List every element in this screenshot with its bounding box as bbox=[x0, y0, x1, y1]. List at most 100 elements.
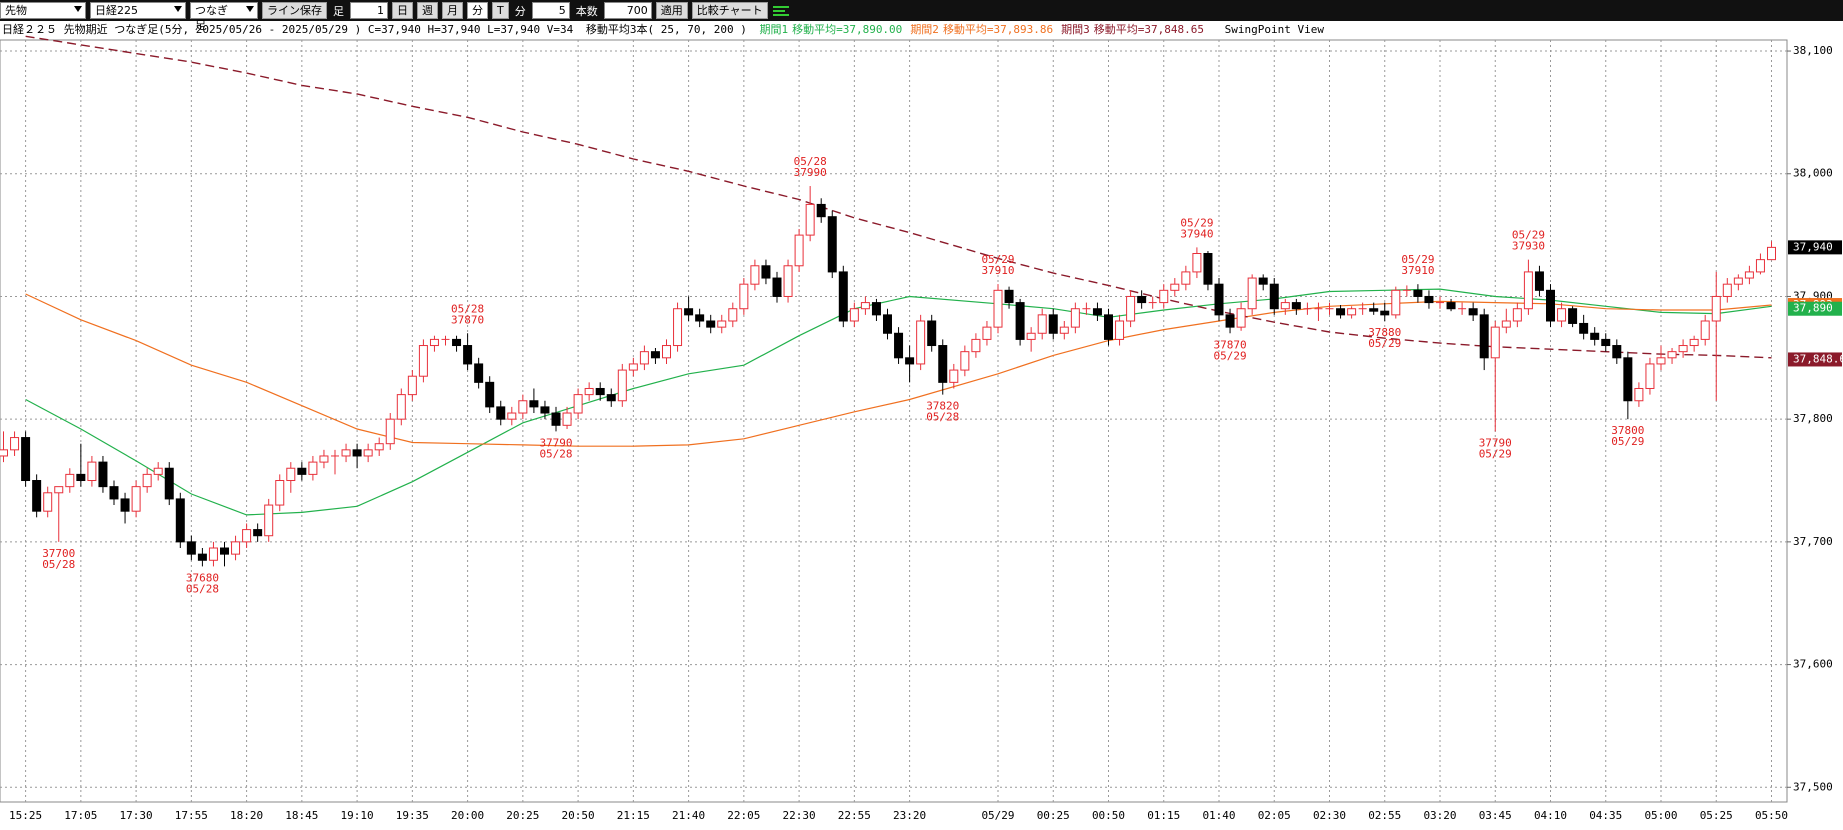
x-tick-label: 19:10 bbox=[341, 809, 374, 822]
candle-body bbox=[297, 467, 307, 475]
apply-button[interactable]: 適用 bbox=[655, 2, 688, 19]
x-tick-label: 05:00 bbox=[1644, 809, 1677, 822]
legend-name: 期間2 bbox=[910, 23, 939, 36]
chart-icon[interactable] bbox=[772, 4, 790, 18]
candle-body bbox=[684, 308, 694, 316]
candle-body bbox=[551, 412, 561, 426]
period-button[interactable]: T bbox=[492, 2, 509, 19]
period-button[interactable]: 分 bbox=[467, 2, 488, 19]
candle-body bbox=[164, 467, 174, 500]
legend: 期間1 移動平均=37,890.00 期間2 移動平均=37,893.86 期間3 移動平… bbox=[759, 23, 1212, 36]
swing-label: 05/29 bbox=[1213, 349, 1246, 362]
candle-body bbox=[1336, 308, 1346, 316]
candle-body bbox=[363, 449, 373, 457]
swing-label: 05/28 bbox=[451, 302, 484, 315]
swing-label: 05/29 bbox=[1512, 229, 1545, 242]
candle-body bbox=[1446, 302, 1456, 310]
save-button[interactable]: ライン保存 bbox=[262, 2, 327, 19]
x-tick-label: 01:15 bbox=[1147, 809, 1180, 822]
x-tick-label: 22:05 bbox=[727, 809, 760, 822]
x-tick-label: 17:55 bbox=[175, 809, 208, 822]
period-button[interactable]: 週 bbox=[417, 2, 438, 19]
swing-label: 05/28 bbox=[539, 447, 572, 460]
candle-body bbox=[429, 338, 439, 347]
candle-body bbox=[1623, 357, 1633, 402]
legend-value: 移動平均=37,848.65 bbox=[1093, 23, 1205, 36]
swing-label: 05/29 bbox=[1611, 435, 1644, 448]
legend-extra: SwingPoint View bbox=[1224, 23, 1324, 36]
swing-label: 37930 bbox=[1512, 240, 1545, 253]
candle-body bbox=[1236, 308, 1246, 328]
candle-body bbox=[109, 486, 119, 500]
candle-body bbox=[208, 547, 218, 561]
candle-body bbox=[54, 486, 64, 494]
candle-body bbox=[816, 203, 826, 218]
candle-body bbox=[982, 326, 992, 340]
candle-body bbox=[1512, 308, 1522, 322]
candle-body bbox=[1126, 295, 1136, 322]
legend-value: 移動平均=37,893.86 bbox=[942, 23, 1054, 36]
candle-body bbox=[938, 345, 948, 383]
x-tick-label: 17:30 bbox=[120, 809, 153, 822]
candle-body bbox=[120, 498, 130, 512]
price-tag-label: 37,890 bbox=[1793, 302, 1833, 315]
x-tick-label: 20:00 bbox=[451, 809, 484, 822]
candle-body bbox=[1247, 277, 1257, 310]
candle-body bbox=[1026, 332, 1036, 340]
candle-body bbox=[1557, 308, 1567, 322]
candle-body bbox=[1291, 302, 1301, 310]
swing-label: 05/29 bbox=[1368, 337, 1401, 350]
market-select[interactable]: 先物 bbox=[0, 2, 86, 19]
candle-body bbox=[1015, 302, 1025, 340]
candle-body bbox=[1203, 253, 1213, 285]
unit-input[interactable]: 5 bbox=[531, 2, 570, 19]
x-tick-label: 03:45 bbox=[1479, 809, 1512, 822]
x-tick-label: 18:45 bbox=[285, 809, 318, 822]
y-tick-label: 37,600 bbox=[1793, 658, 1833, 671]
candle-body bbox=[1722, 283, 1732, 297]
ashi-input[interactable]: 1 bbox=[350, 2, 388, 19]
legend-value: 移動平均=37,890.00 bbox=[792, 23, 903, 36]
swing-label: 05/29 bbox=[981, 253, 1014, 266]
candle-body bbox=[396, 394, 406, 420]
candle-body bbox=[153, 467, 163, 475]
swing-label: 37870 bbox=[451, 313, 484, 326]
candle-body bbox=[308, 461, 318, 475]
swing-label: 05/29 bbox=[1401, 253, 1434, 266]
candle-body bbox=[827, 216, 837, 273]
candle-body bbox=[695, 314, 705, 322]
period-button[interactable]: 月 bbox=[442, 2, 463, 19]
swing-label: 37790 bbox=[1479, 436, 1512, 449]
candle-body bbox=[10, 437, 20, 451]
candle-body bbox=[253, 529, 263, 537]
candle-body bbox=[1048, 314, 1058, 334]
period-button[interactable]: 日 bbox=[392, 2, 413, 19]
candle-body bbox=[871, 302, 881, 316]
candle-body bbox=[860, 302, 870, 310]
candle-body bbox=[485, 381, 495, 408]
candle-body bbox=[960, 351, 970, 371]
swing-label: 05/29 bbox=[1479, 447, 1512, 460]
candle-body bbox=[452, 338, 462, 347]
candle-body bbox=[1568, 308, 1578, 324]
x-tick-label: 02:55 bbox=[1368, 809, 1401, 822]
candle-body bbox=[905, 357, 915, 365]
candle-body bbox=[43, 492, 53, 512]
candle-body bbox=[1579, 322, 1589, 334]
candle-body bbox=[1656, 357, 1666, 365]
swing-label: 05/28 bbox=[186, 582, 219, 595]
candle-body bbox=[1424, 295, 1434, 304]
y-tick-label: 38,100 bbox=[1793, 44, 1833, 57]
compare-button[interactable]: 比較チャート bbox=[691, 2, 768, 19]
x-tick-label: 22:30 bbox=[783, 809, 816, 822]
legend-name: 期間3 bbox=[1061, 23, 1090, 36]
unit-label: 分 bbox=[514, 4, 526, 18]
symbol-select[interactable]: 日経225 bbox=[90, 2, 186, 19]
count-input[interactable]: 700 bbox=[603, 2, 652, 19]
mode-select[interactable]: つなぎ足 bbox=[190, 2, 258, 32]
price-tag bbox=[1788, 240, 1842, 255]
price-tag bbox=[1788, 352, 1842, 367]
candle-body bbox=[1225, 314, 1235, 328]
price-tag-label: 37,848.6 bbox=[1793, 352, 1843, 365]
